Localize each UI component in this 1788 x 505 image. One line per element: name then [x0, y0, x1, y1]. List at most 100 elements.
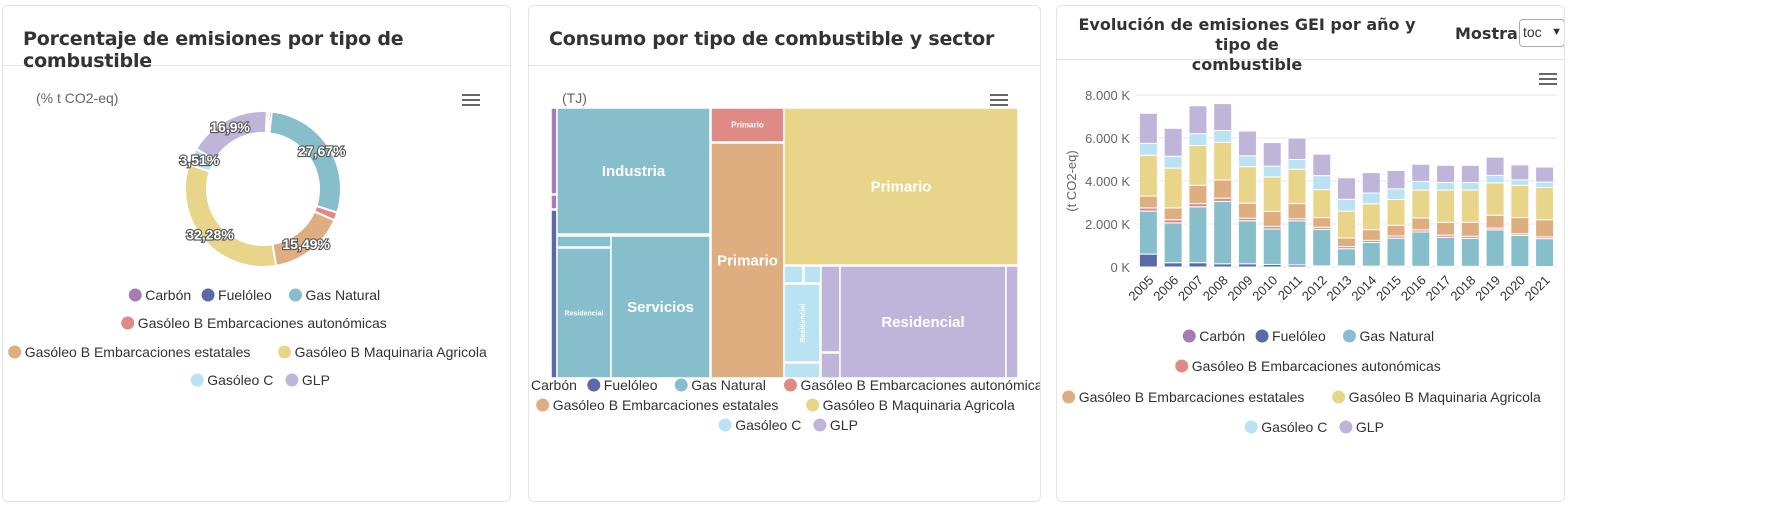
bar-segment-gasoleo-b-maquinaria-agricola[interactable] [1237, 166, 1257, 204]
bar-segment-glp[interactable] [1337, 177, 1356, 200]
bar-segment-gasoleo-c[interactable] [1460, 182, 1480, 191]
bar-segment-gasoleo-b-maquinaria-agricola[interactable] [1485, 182, 1505, 216]
legend-item-fueloleo[interactable]: Fuelóleo [1255, 328, 1326, 344]
bar-segment-gas-natural[interactable] [1262, 228, 1282, 265]
bar-segment-glp[interactable] [1436, 164, 1456, 184]
bar-segment-gas-natural[interactable] [1460, 237, 1480, 267]
legend-item-glp[interactable]: GLP [285, 372, 330, 388]
bar-segment-glp[interactable] [1188, 105, 1208, 135]
bar-segment-glp[interactable] [1460, 164, 1480, 184]
bar-segment-gasoleo-b-maquinaria-agricola[interactable] [1337, 210, 1356, 239]
legend-item-gasoleo-c[interactable]: Gasóleo C [190, 372, 274, 388]
donut-slice-gasoleo-b-maquinaria-agricola[interactable] [184, 163, 278, 268]
legend-item-gasoleo-b-embarcaciones-autonomicas[interactable]: Gasóleo B Embarcaciones autonómicas [784, 377, 1041, 393]
bar-segment-gasoleo-c[interactable] [1361, 192, 1381, 205]
bar-segment-gas-natural[interactable] [1485, 229, 1505, 267]
bar-segment-gasoleo-b-embarcaciones-estatales[interactable] [1411, 217, 1431, 231]
bar-segment-gasoleo-b-maquinaria-agricola[interactable] [1361, 203, 1381, 231]
bar-segment-glp[interactable] [1262, 142, 1282, 167]
treemap-tile-gasoleo-b-embarcaciones-estatales-primario[interactable]: Primario [710, 142, 785, 379]
legend-item-gasoleo-b-maquinaria-agricola[interactable]: Gasóleo B Maquinaria Agricola [1332, 389, 1541, 405]
legend-item-gasoleo-b-maquinaria-agricola[interactable]: Gasóleo B Maquinaria Agricola [278, 344, 487, 360]
bar-segment-gas-natural[interactable] [1361, 241, 1381, 267]
bar-segment-fueloleo[interactable] [1138, 253, 1158, 268]
bar-segment-glp[interactable] [1237, 130, 1257, 157]
bar-segment-glp[interactable] [1535, 166, 1555, 183]
bar-segment-gasoleo-c[interactable] [1510, 179, 1530, 186]
legend-item-gasoleo-b-maquinaria-agricola[interactable]: Gasóleo B Maquinaria Agricola [806, 397, 1015, 413]
legend-item-gasoleo-b-embarcaciones-estatales[interactable]: Gasóleo B Embarcaciones estatales [8, 344, 250, 360]
legend-item-gasoleo-c[interactable]: Gasóleo C [718, 417, 802, 433]
legend-item-glp[interactable]: GLP [813, 417, 858, 433]
legend-item-carbon[interactable]: Carbón [1182, 328, 1245, 344]
bar-segment-gasoleo-c[interactable] [1188, 133, 1208, 147]
bar-segment-gas-natural[interactable] [1510, 234, 1530, 268]
legend-item-gasoleo-b-embarcaciones-estatales[interactable]: Gasóleo B Embarcaciones estatales [536, 397, 778, 413]
bar-segment-glp[interactable] [1312, 153, 1332, 177]
bar-segment-gas-natural[interactable] [1237, 220, 1257, 265]
bar-segment-gasoleo-b-embarcaciones-estatales[interactable] [1510, 217, 1530, 235]
bar-segment-gasoleo-c[interactable] [1485, 174, 1505, 184]
legend-item-gas-natural[interactable]: Gas Natural [288, 287, 380, 303]
bar-segment-gasoleo-b-embarcaciones-estatales[interactable] [1287, 203, 1307, 220]
treemap-tile-gasoleo-c[interactable] [783, 362, 821, 379]
bar-segment-gasoleo-b-embarcaciones-estatales[interactable] [1337, 237, 1356, 248]
hamburger-menu-icon[interactable] [1539, 73, 1557, 85]
bar-segment-glp[interactable] [1485, 156, 1505, 176]
bar-segment-gasoleo-b-embarcaciones-estatales[interactable] [1312, 217, 1332, 228]
bar-segment-gasoleo-b-embarcaciones-estatales[interactable] [1237, 202, 1257, 219]
bar-segment-gasoleo-b-embarcaciones-estatales[interactable] [1436, 221, 1456, 236]
bar-segment-fueloleo[interactable] [1188, 262, 1208, 268]
bar-segment-gasoleo-b-maquinaria-agricola[interactable] [1411, 189, 1431, 219]
bar-segment-gasoleo-c[interactable] [1163, 155, 1183, 169]
donut-slice-glp[interactable] [194, 110, 268, 162]
bar-segment-gasoleo-c[interactable] [1262, 165, 1282, 178]
legend-item-gasoleo-b-embarcaciones-autonomicas[interactable]: Gasóleo B Embarcaciones autonómicas [1175, 358, 1441, 374]
bar-segment-gasoleo-b-embarcaciones-estatales[interactable] [1188, 184, 1208, 205]
bar-segment-gasoleo-b-embarcaciones-estatales[interactable] [1386, 224, 1406, 237]
legend-item-fueloleo[interactable]: Fuelóleo [587, 377, 658, 393]
treemap-tile-carbon-industria[interactable] [550, 107, 558, 195]
bar-segment-gas-natural[interactable] [1213, 200, 1233, 265]
bar-segment-gasoleo-b-maquinaria-agricola[interactable] [1262, 176, 1282, 212]
hamburger-menu-icon[interactable] [462, 94, 480, 106]
bar-segment-gasoleo-c[interactable] [1411, 180, 1431, 191]
bar-segment-glp[interactable] [1287, 137, 1307, 160]
bar-segment-gasoleo-b-maquinaria-agricola[interactable] [1287, 168, 1307, 205]
bar-segment-glp[interactable] [1386, 169, 1406, 190]
treemap-tile-gasoleo-c[interactable] [783, 265, 804, 284]
treemap-tile-gas-natural-servicios[interactable]: Servicios [610, 235, 711, 379]
legend-item-gas-natural[interactable]: Gas Natural [674, 377, 766, 393]
legend-item-glp[interactable]: GLP [1339, 419, 1384, 435]
donut-slice-gas-natural[interactable] [268, 110, 342, 214]
legend-item-carbon[interactable]: Carbón [128, 287, 191, 303]
treemap-tile-glp[interactable] [820, 352, 841, 379]
bar-segment-gasoleo-b-maquinaria-agricola[interactable] [1460, 189, 1480, 223]
bar-segment-gasoleo-b-maquinaria-agricola[interactable] [1138, 154, 1158, 197]
bar-segment-gasoleo-b-maquinaria-agricola[interactable] [1386, 198, 1406, 226]
legend-item-gasoleo-b-embarcaciones-estatales[interactable]: Gasóleo B Embarcaciones estatales [1062, 389, 1304, 405]
bar-segment-gas-natural[interactable] [1287, 220, 1307, 266]
bar-segment-gasoleo-b-embarcaciones-estatales[interactable] [1361, 229, 1381, 241]
bar-segment-glp[interactable] [1361, 172, 1381, 194]
bar-segment-gas-natural[interactable] [1535, 238, 1555, 268]
bar-segment-glp[interactable] [1510, 164, 1530, 181]
bar-segment-gas-natural[interactable] [1138, 210, 1158, 255]
bar-segment-gasoleo-c[interactable] [1138, 142, 1158, 156]
legend-item-gasoleo-b-embarcaciones-autonomicas[interactable]: Gasóleo B Embarcaciones autonómicas [121, 315, 387, 331]
bar-segment-gas-natural[interactable] [1337, 248, 1356, 267]
bar-segment-gasoleo-b-maquinaria-agricola[interactable] [1188, 145, 1208, 186]
legend-item-fueloleo[interactable]: Fuelóleo [201, 287, 272, 303]
treemap-tile-gasoleo-c-residencial[interactable]: Residencial [783, 283, 821, 363]
bar-segment-gasoleo-c[interactable] [1337, 198, 1356, 212]
treemap-tile-gas-natural-residencial[interactable]: Residencial [556, 247, 612, 379]
bar-segment-gasoleo-b-maquinaria-agricola[interactable] [1436, 189, 1456, 223]
bar-segment-gas-natural[interactable] [1436, 236, 1456, 267]
treemap-tile-glp[interactable] [820, 265, 841, 353]
legend-item-carbon[interactable]: Carbón [529, 377, 577, 393]
treemap-tile-gasoleo-b-maquinaria-agricola-primario[interactable]: Primario [783, 107, 1019, 266]
bar-segment-fueloleo[interactable] [1163, 262, 1183, 268]
legend-item-gasoleo-c[interactable]: Gasóleo C [1244, 419, 1328, 435]
bar-segment-gasoleo-b-embarcaciones-estatales[interactable] [1535, 219, 1555, 238]
bar-segment-gasoleo-b-embarcaciones-estatales[interactable] [1262, 210, 1282, 227]
